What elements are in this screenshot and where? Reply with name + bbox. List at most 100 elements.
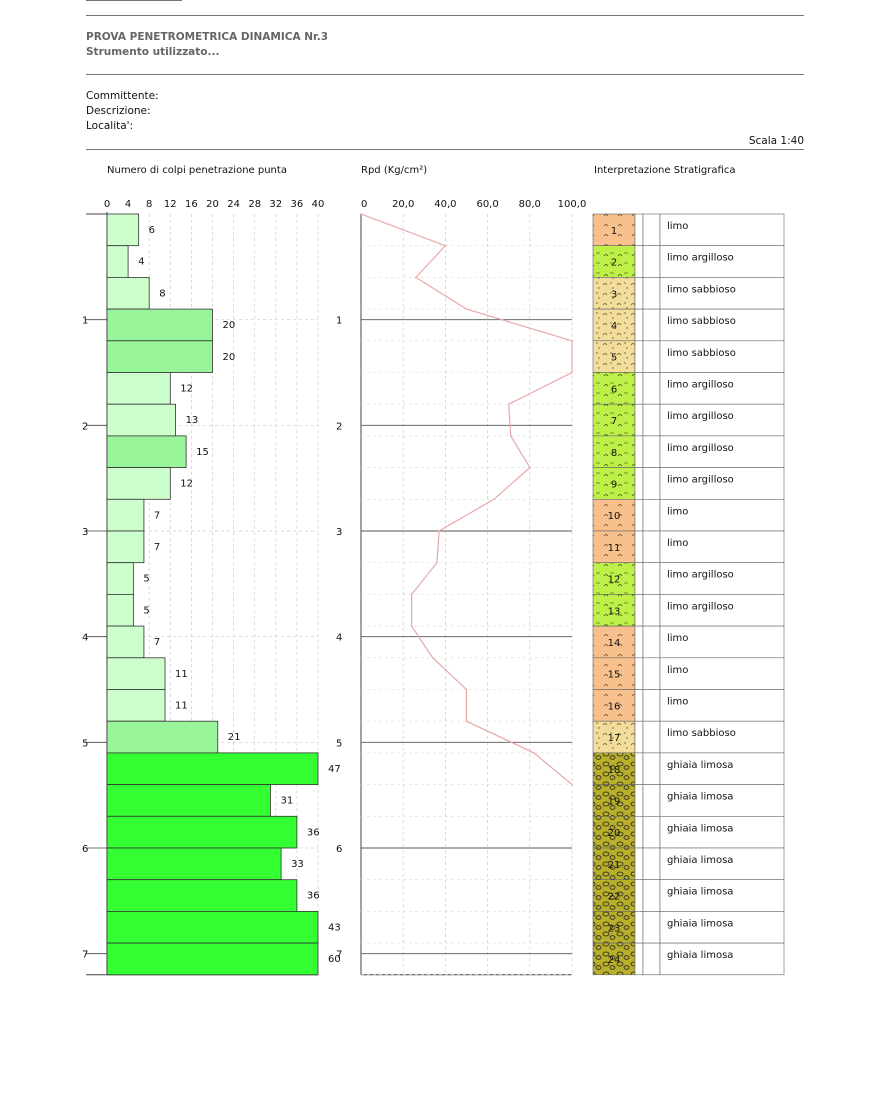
blows-depth-label: 5	[82, 738, 88, 749]
strat-desc-cell	[659, 847, 785, 881]
strat-depth-strip	[634, 689, 644, 722]
rpd-point	[444, 244, 447, 247]
strat-desc-cell	[659, 911, 785, 944]
blows-x-tick-label: 8	[146, 199, 152, 210]
strat-blank-col	[642, 752, 661, 785]
rpd-x-tick-label: 100,0	[558, 199, 587, 210]
blows-value-label: 36	[307, 891, 320, 902]
strat-depth-strip	[634, 498, 644, 532]
strat-blank-col	[642, 467, 661, 500]
strat-depth-strip	[634, 911, 644, 944]
strat-desc-cell	[659, 277, 785, 310]
strat-depth-strip	[634, 625, 644, 659]
localita-label: Localita':	[86, 120, 134, 132]
rpd-depth-label: 2	[336, 421, 342, 432]
strat-layer-desc: limo	[667, 665, 688, 676]
strat-layer-number: 1	[611, 226, 617, 237]
strat-blank-col	[642, 847, 661, 881]
strat-layer-desc: limo sabbioso	[667, 284, 736, 295]
strat-layer-number: 16	[608, 701, 621, 712]
strat-layer-desc: limo	[667, 633, 688, 644]
rpd-depth-label: 3	[336, 527, 342, 538]
blows-bar	[106, 340, 213, 373]
strat-depth-strip	[634, 435, 644, 468]
blows-x-tick-label: 36	[291, 199, 304, 210]
strat-blank-col	[642, 372, 661, 405]
blows-bar	[106, 308, 213, 342]
strat-depth-strip	[634, 752, 644, 785]
blows-x-tick-label: 4	[125, 199, 131, 210]
blows-value-label: 12	[180, 384, 193, 395]
strat-layer-desc: limo argilloso	[667, 380, 734, 391]
strat-layer-number: 15	[608, 670, 621, 681]
blows-value-label: 43	[328, 922, 341, 933]
strat-layer-number: 19	[608, 796, 621, 807]
strat-title: Interpretazione Stratigrafica	[594, 165, 736, 176]
blows-value-label: 31	[281, 796, 294, 807]
blows-value-label: 4	[138, 257, 144, 268]
blows-value-label: 60	[328, 954, 341, 965]
strat-layer-desc: limo argilloso	[667, 601, 734, 612]
rpd-point	[465, 688, 468, 691]
blows-value-label: 11	[175, 701, 188, 712]
strat-depth-strip	[634, 720, 644, 754]
strat-layer-number: 21	[608, 860, 621, 871]
blows-value-label: 6	[149, 225, 155, 236]
strat-layer-desc: limo argilloso	[667, 411, 734, 422]
blows-value-label: 21	[228, 732, 241, 743]
strat-layer-desc: limo sabbioso	[667, 348, 736, 359]
strat-layer-fill	[592, 498, 636, 532]
strat-layer-number: 9	[611, 479, 617, 490]
blows-x-tick-label: 16	[185, 199, 198, 210]
rpd-point	[360, 213, 362, 215]
strat-layer-number: 4	[611, 321, 617, 332]
strat-desc-cell	[659, 657, 785, 690]
rpd-point	[507, 403, 510, 406]
strat-layer-desc: limo argilloso	[667, 253, 734, 264]
report-title: PROVA PENETROMETRICA DINAMICA Nr.3	[86, 31, 329, 43]
blows-bar	[106, 372, 171, 405]
strat-layer-number: 8	[611, 448, 617, 459]
rpd-point	[510, 435, 512, 437]
rpd-depth-label: 5	[336, 738, 342, 749]
instrument-label: Strumento utilizzato...	[86, 46, 220, 58]
blows-x-tick-label: 24	[227, 199, 240, 210]
strat-depth-strip	[634, 245, 644, 278]
rpd-chart-title: Rpd (Kg/cm²)	[361, 165, 428, 176]
blows-value-label: 33	[291, 859, 304, 870]
strat-depth-strip	[634, 403, 644, 437]
blows-bar	[106, 720, 219, 754]
rpd-x-tick-label: 0	[361, 199, 367, 210]
strat-layer-number: 2	[611, 258, 617, 269]
strat-blank-col	[642, 213, 661, 247]
blows-depth-label: 1	[82, 316, 88, 327]
strat-layer-number: 11	[608, 543, 621, 554]
blows-chart-title: Numero di colpi penetrazione punta	[107, 165, 287, 176]
blows-value-label: 13	[186, 415, 199, 426]
strat-desc-cell	[659, 815, 785, 849]
strat-depth-strip	[634, 815, 644, 849]
strat-layer-desc: limo argilloso	[667, 570, 734, 581]
blows-value-label: 8	[159, 288, 165, 299]
strat-blank-col	[642, 720, 661, 754]
strat-blank-col	[642, 815, 661, 849]
strat-layer-number: 14	[608, 638, 621, 649]
strat-blank-col	[642, 245, 661, 278]
strat-layer-fill	[592, 435, 636, 468]
strat-layer-desc: ghiaia limosa	[667, 792, 733, 803]
blows-depth-label: 2	[82, 421, 88, 432]
strat-layer-number: 13	[608, 606, 621, 617]
blows-value-label: 5	[143, 605, 149, 616]
scale-label: Scala 1:40	[748, 135, 804, 147]
blows-bar	[106, 276, 150, 310]
strat-depth-strip	[634, 847, 644, 881]
blows-bar	[106, 625, 145, 659]
strat-desc-cell	[659, 879, 785, 912]
strat-blank-col	[642, 879, 661, 912]
strat-layer-number: 23	[608, 923, 621, 934]
strat-layer-fill	[592, 245, 636, 278]
strat-depth-strip	[634, 942, 644, 976]
blows-bar	[106, 689, 166, 722]
strat-blank-col	[642, 403, 661, 437]
strat-layer-fill	[592, 467, 636, 500]
